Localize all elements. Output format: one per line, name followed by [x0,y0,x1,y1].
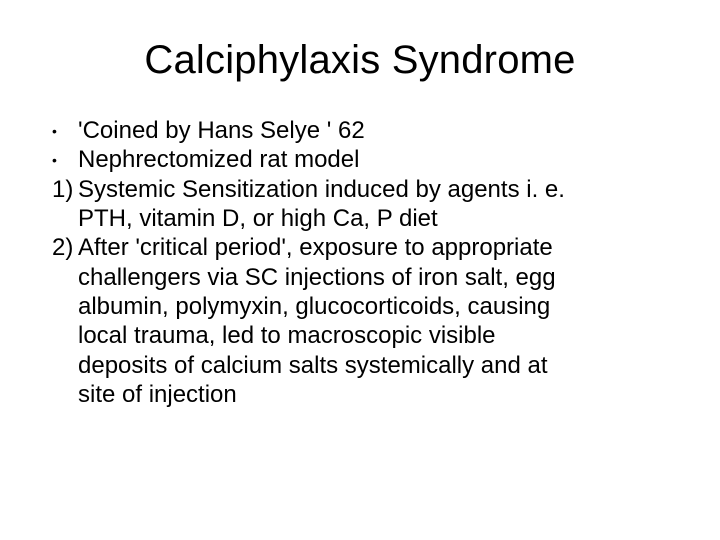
list-item: • Nephrectomized rat model [46,146,674,174]
list-item: challengers via SC injections of iron sa… [46,264,674,292]
list-text: PTH, vitamin D, or high Ca, P diet [78,205,674,233]
list-text: Systemic Sensitization induced by agents… [78,176,674,204]
list-item: albumin, polymyxin, glucocorticoids, cau… [46,293,674,321]
list-item: 1) Systemic Sensitization induced by age… [46,176,674,204]
list-item: local trauma, led to macroscopic visible [46,322,674,350]
bullet-icon: • [46,117,78,145]
list-text: After 'critical period', exposure to app… [78,234,674,262]
list-text: deposits of calcium salts systemically a… [78,352,674,380]
list-text: site of injection [78,381,674,409]
slide: Calciphylaxis Syndrome • 'Coined by Hans… [0,0,720,540]
slide-body: • 'Coined by Hans Selye ' 62 • Nephrecto… [46,117,674,409]
list-text: local trauma, led to macroscopic visible [78,322,674,350]
slide-title: Calciphylaxis Syndrome [46,38,674,83]
bullet-icon: • [46,146,78,174]
number-icon: 1) [46,176,78,204]
number-icon: 2) [46,234,78,262]
list-item: PTH, vitamin D, or high Ca, P diet [46,205,674,233]
list-text: challengers via SC injections of iron sa… [78,264,674,292]
list-item: site of injection [46,381,674,409]
list-text: albumin, polymyxin, glucocorticoids, cau… [78,293,674,321]
list-text: 'Coined by Hans Selye ' 62 [78,117,674,145]
list-item: • 'Coined by Hans Selye ' 62 [46,117,674,145]
list-text: Nephrectomized rat model [78,146,674,174]
list-item: 2) After 'critical period', exposure to … [46,234,674,262]
list-item: deposits of calcium salts systemically a… [46,352,674,380]
